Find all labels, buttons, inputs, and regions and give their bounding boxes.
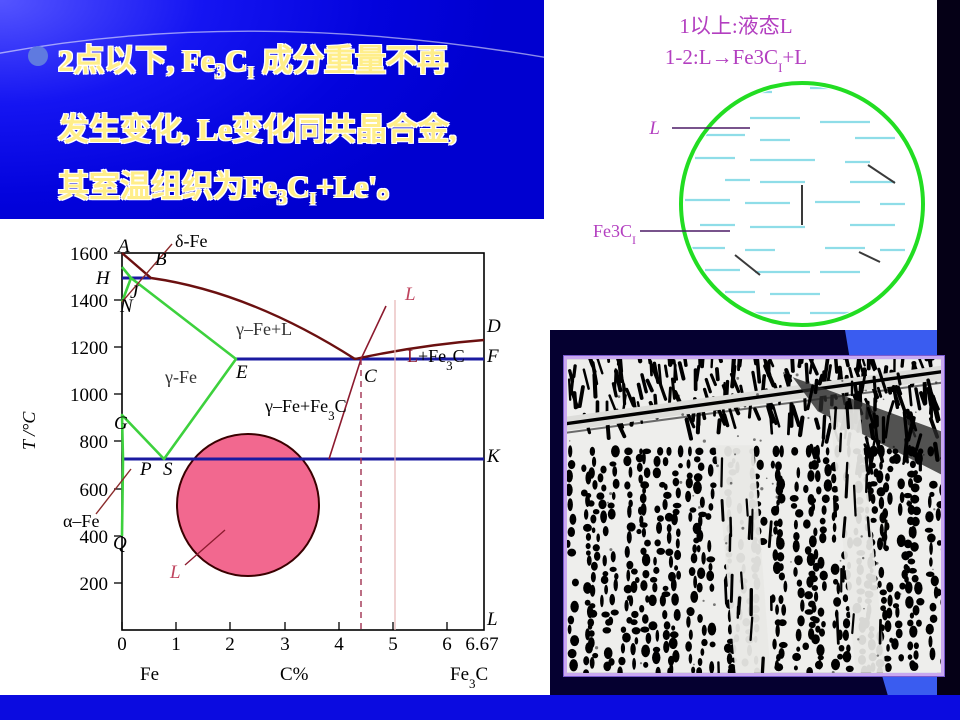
svg-text:0: 0: [117, 634, 127, 655]
svg-text:L+Fe3C: L+Fe3C: [407, 346, 465, 373]
svg-text:C%: C%: [280, 664, 309, 685]
svg-text:5: 5: [388, 634, 398, 655]
svg-text:δ-Fe: δ-Fe: [175, 231, 207, 251]
svg-text:C: C: [364, 366, 377, 387]
svg-text:Q: Q: [113, 533, 127, 554]
svg-text:P: P: [139, 459, 152, 480]
svg-text:1: 1: [171, 634, 181, 655]
svg-text:800: 800: [80, 432, 109, 453]
svg-text:K: K: [486, 446, 501, 467]
svg-text:L: L: [169, 562, 181, 583]
svg-text:F: F: [486, 346, 499, 367]
svg-text:1200: 1200: [70, 338, 108, 359]
svg-text:N: N: [119, 296, 134, 317]
svg-text:1000: 1000: [70, 385, 108, 406]
svg-text:γ–Fe+Fe3C: γ–Fe+Fe3C: [264, 396, 347, 423]
svg-text:200: 200: [80, 574, 109, 595]
svg-text:4: 4: [334, 634, 344, 655]
svg-text:S: S: [163, 459, 173, 480]
svg-text:E: E: [235, 362, 248, 383]
svg-text:T /°C: T /°C: [19, 411, 39, 450]
svg-text:1400: 1400: [70, 291, 108, 312]
svg-text:600: 600: [80, 480, 109, 501]
svg-text:6: 6: [442, 634, 452, 655]
svg-text:G: G: [114, 413, 128, 434]
svg-text:2: 2: [225, 634, 235, 655]
svg-text:γ–Fe+L: γ–Fe+L: [235, 319, 292, 339]
svg-text:B: B: [155, 249, 167, 270]
svg-text:α–Fe: α–Fe: [63, 511, 99, 531]
svg-text:Fe: Fe: [140, 664, 159, 685]
svg-text:6.67: 6.67: [465, 634, 498, 655]
svg-text:1600: 1600: [70, 244, 108, 265]
svg-text:A: A: [116, 236, 130, 257]
svg-text:L: L: [486, 609, 498, 630]
svg-text:γ-Fe: γ-Fe: [164, 367, 197, 387]
svg-text:H: H: [95, 268, 111, 289]
svg-text:D: D: [486, 316, 501, 337]
svg-text:Fe3C: Fe3C: [450, 664, 488, 691]
svg-text:L: L: [404, 284, 416, 305]
svg-text:3: 3: [280, 634, 290, 655]
